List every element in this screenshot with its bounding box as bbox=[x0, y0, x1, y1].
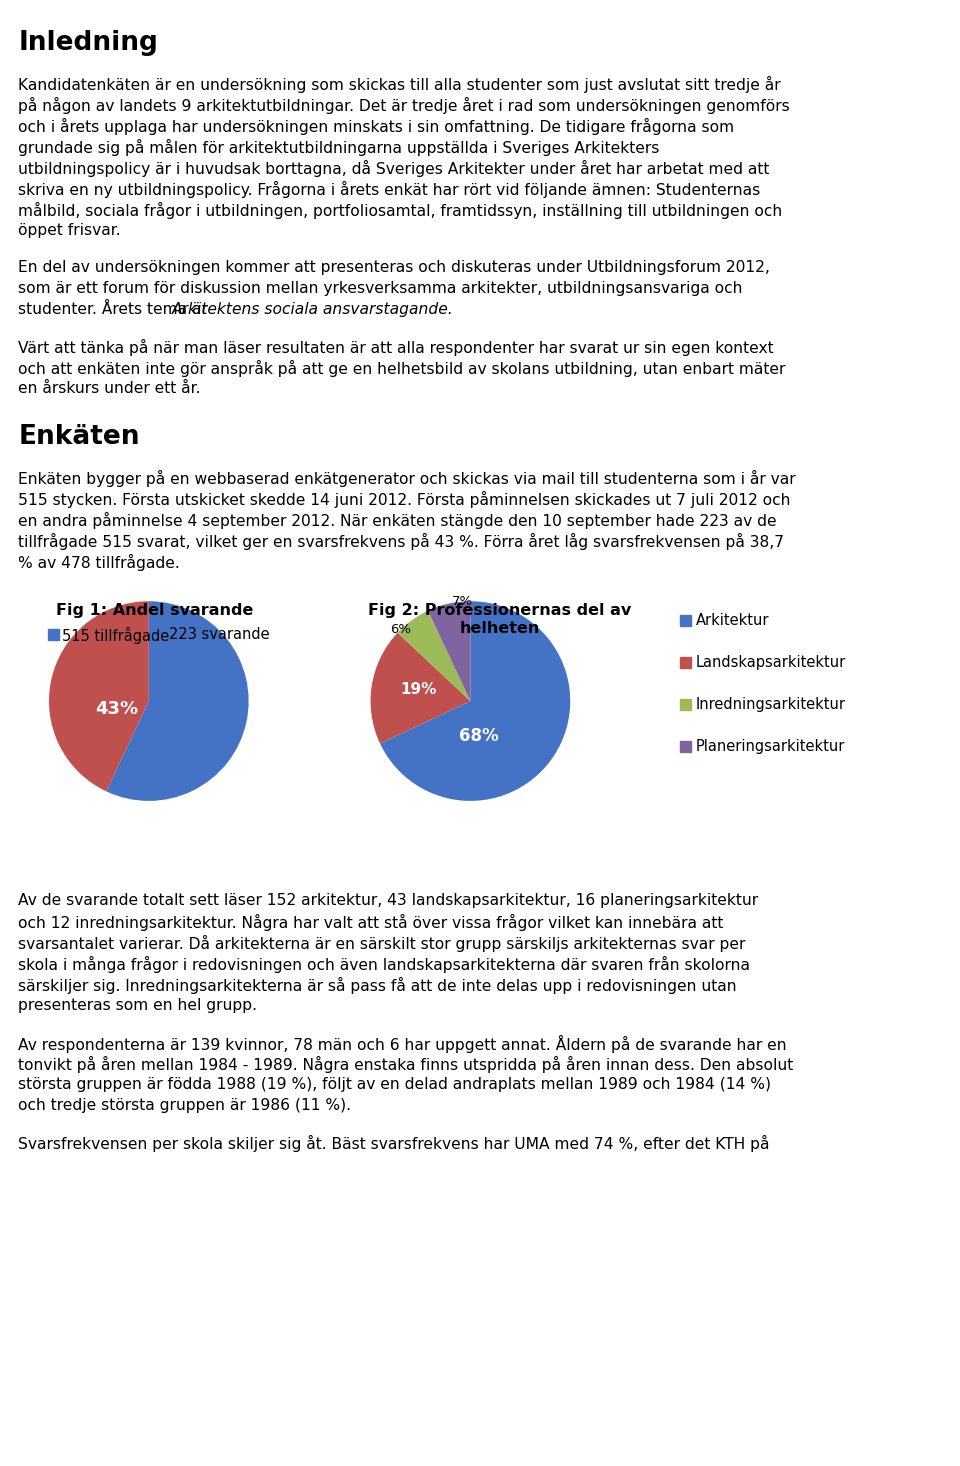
Text: Enkäten: Enkäten bbox=[18, 424, 140, 450]
Wedge shape bbox=[371, 633, 470, 743]
Text: studenter. Årets tema är: studenter. Årets tema är bbox=[18, 302, 213, 317]
Text: som är ett forum för diskussion mellan yrkesverksamma arkitekter, utbildningsans: som är ett forum för diskussion mellan y… bbox=[18, 281, 743, 296]
Text: presenteras som en hel grupp.: presenteras som en hel grupp. bbox=[18, 998, 257, 1013]
Text: helheten: helheten bbox=[460, 622, 540, 636]
Text: Enkäten bygger på en webbaserad enkätgenerator och skickas via mail till student: Enkäten bygger på en webbaserad enkätgen… bbox=[18, 471, 796, 487]
Text: utbildningspolicy är i huvudsak borttagna, då Sveriges Arkitekter under året har: utbildningspolicy är i huvudsak borttagn… bbox=[18, 160, 770, 177]
Text: 7%: 7% bbox=[452, 595, 473, 608]
Bar bbox=[680, 616, 691, 626]
Wedge shape bbox=[428, 601, 470, 701]
Text: skriva en ny utbildningspolicy. Frågorna i årets enkät har rört vid följande ämn: skriva en ny utbildningspolicy. Frågorna… bbox=[18, 180, 760, 198]
Text: 68%: 68% bbox=[459, 727, 498, 745]
Text: Av de svarande totalt sett läser 152 arkitektur, 43 landskapsarkitektur, 16 plan: Av de svarande totalt sett läser 152 ark… bbox=[18, 893, 758, 907]
Text: 6%: 6% bbox=[390, 623, 411, 636]
Text: på någon av landets 9 arkitektutbildningar. Det är tredje året i rad som undersö: på någon av landets 9 arkitektutbildning… bbox=[18, 97, 790, 114]
Text: och att enkäten inte gör anspråk på att ge en helhetsbild av skolans utbildning,: och att enkäten inte gör anspråk på att … bbox=[18, 361, 785, 377]
Text: Värt att tänka på när man läser resultaten är att alla respondenter har svarat u: Värt att tänka på när man läser resultat… bbox=[18, 339, 774, 356]
Bar bbox=[48, 629, 59, 641]
Text: Arkitektur: Arkitektur bbox=[696, 613, 770, 627]
Text: Inredningsarkitektur: Inredningsarkitektur bbox=[696, 696, 846, 712]
Text: tonvikt på åren mellan 1984 - 1989. Några enstaka finns utspridda på åren innan : tonvikt på åren mellan 1984 - 1989. Någr… bbox=[18, 1056, 794, 1073]
Bar bbox=[680, 740, 691, 752]
Wedge shape bbox=[107, 601, 249, 800]
Text: en andra påminnelse 4 september 2012. När enkäten stängde den 10 september hade : en andra påminnelse 4 september 2012. Nä… bbox=[18, 512, 777, 529]
Text: öppet frisvar.: öppet frisvar. bbox=[18, 223, 121, 237]
Wedge shape bbox=[397, 611, 470, 701]
Text: Fig 2: Professionernas del av: Fig 2: Professionernas del av bbox=[369, 603, 632, 619]
Text: Landskapsarkitektur: Landskapsarkitektur bbox=[696, 655, 847, 670]
Text: 19%: 19% bbox=[400, 682, 437, 696]
Text: skola i många frågor i redovisningen och även landskapsarkitekterna där svaren f: skola i många frågor i redovisningen och… bbox=[18, 956, 751, 973]
Text: 223 svarande: 223 svarande bbox=[169, 627, 270, 642]
Bar bbox=[680, 657, 691, 668]
Text: grundade sig på målen för arkitektutbildningarna uppställda i Sveriges Arkitekte: grundade sig på målen för arkitektutbild… bbox=[18, 139, 660, 155]
Text: och 12 inredningsarkitektur. Några har valt att stå över vissa frågor vilket kan: och 12 inredningsarkitektur. Några har v… bbox=[18, 913, 724, 931]
Text: 515 stycken. Första utskicket skedde 14 juni 2012. Första påminnelsen skickades : 515 stycken. Första utskicket skedde 14 … bbox=[18, 491, 791, 509]
Text: och i årets upplaga har undersökningen minskats i sin omfattning. De tidigare fr: och i årets upplaga har undersökningen m… bbox=[18, 117, 734, 135]
Text: 43%: 43% bbox=[95, 701, 138, 718]
Text: särskiljer sig. Inredningsarkitekterna är så pass få att de inte delas upp i red: särskiljer sig. Inredningsarkitekterna ä… bbox=[18, 976, 737, 994]
Text: målbild, sociala frågor i utbildningen, portfoliosamtal, framtidssyn, inställnin: målbild, sociala frågor i utbildningen, … bbox=[18, 202, 782, 218]
Text: Svarsfrekvensen per skola skiljer sig åt. Bäst svarsfrekvens har UMA med 74 %, e: Svarsfrekvensen per skola skiljer sig åt… bbox=[18, 1135, 770, 1152]
Wedge shape bbox=[380, 601, 570, 800]
Text: % av 478 tillfrågade.: % av 478 tillfrågade. bbox=[18, 554, 180, 572]
Text: 515 tillfrågade: 515 tillfrågade bbox=[62, 627, 169, 644]
Text: en årskurs under ett år.: en årskurs under ett år. bbox=[18, 381, 201, 396]
Text: Kandidatenkäten är en undersökning som skickas till alla studenter som just avsl: Kandidatenkäten är en undersökning som s… bbox=[18, 76, 780, 92]
Text: En del av undersökningen kommer att presenteras och diskuteras under Utbildnings: En del av undersökningen kommer att pres… bbox=[18, 259, 770, 276]
Text: tillfrågade 515 svarat, vilket ger en svarsfrekvens på 43 %. Förra året låg svar: tillfrågade 515 svarat, vilket ger en sv… bbox=[18, 534, 784, 550]
Text: Inledning: Inledning bbox=[18, 29, 158, 56]
Bar bbox=[155, 629, 166, 641]
Text: svarsantalet varierar. Då arkitekterna är en särskilt stor grupp särskiljs arkit: svarsantalet varierar. Då arkitekterna ä… bbox=[18, 935, 746, 951]
Wedge shape bbox=[49, 601, 149, 792]
Text: och tredje största gruppen är 1986 (11 %).: och tredje största gruppen är 1986 (11 %… bbox=[18, 1098, 351, 1113]
Text: Fig 1: Andel svarande: Fig 1: Andel svarande bbox=[57, 603, 253, 619]
Text: Arkitektens sociala ansvarstagande.: Arkitektens sociala ansvarstagande. bbox=[172, 302, 454, 317]
Text: Av respondenterna är 139 kvinnor, 78 män och 6 har uppgett annat. Åldern på de s: Av respondenterna är 139 kvinnor, 78 män… bbox=[18, 1035, 787, 1053]
Text: största gruppen är födda 1988 (19 %), följt av en delad andraplats mellan 1989 o: största gruppen är födda 1988 (19 %), fö… bbox=[18, 1078, 771, 1092]
Bar bbox=[680, 699, 691, 710]
Text: Planeringsarkitektur: Planeringsarkitektur bbox=[696, 739, 846, 754]
